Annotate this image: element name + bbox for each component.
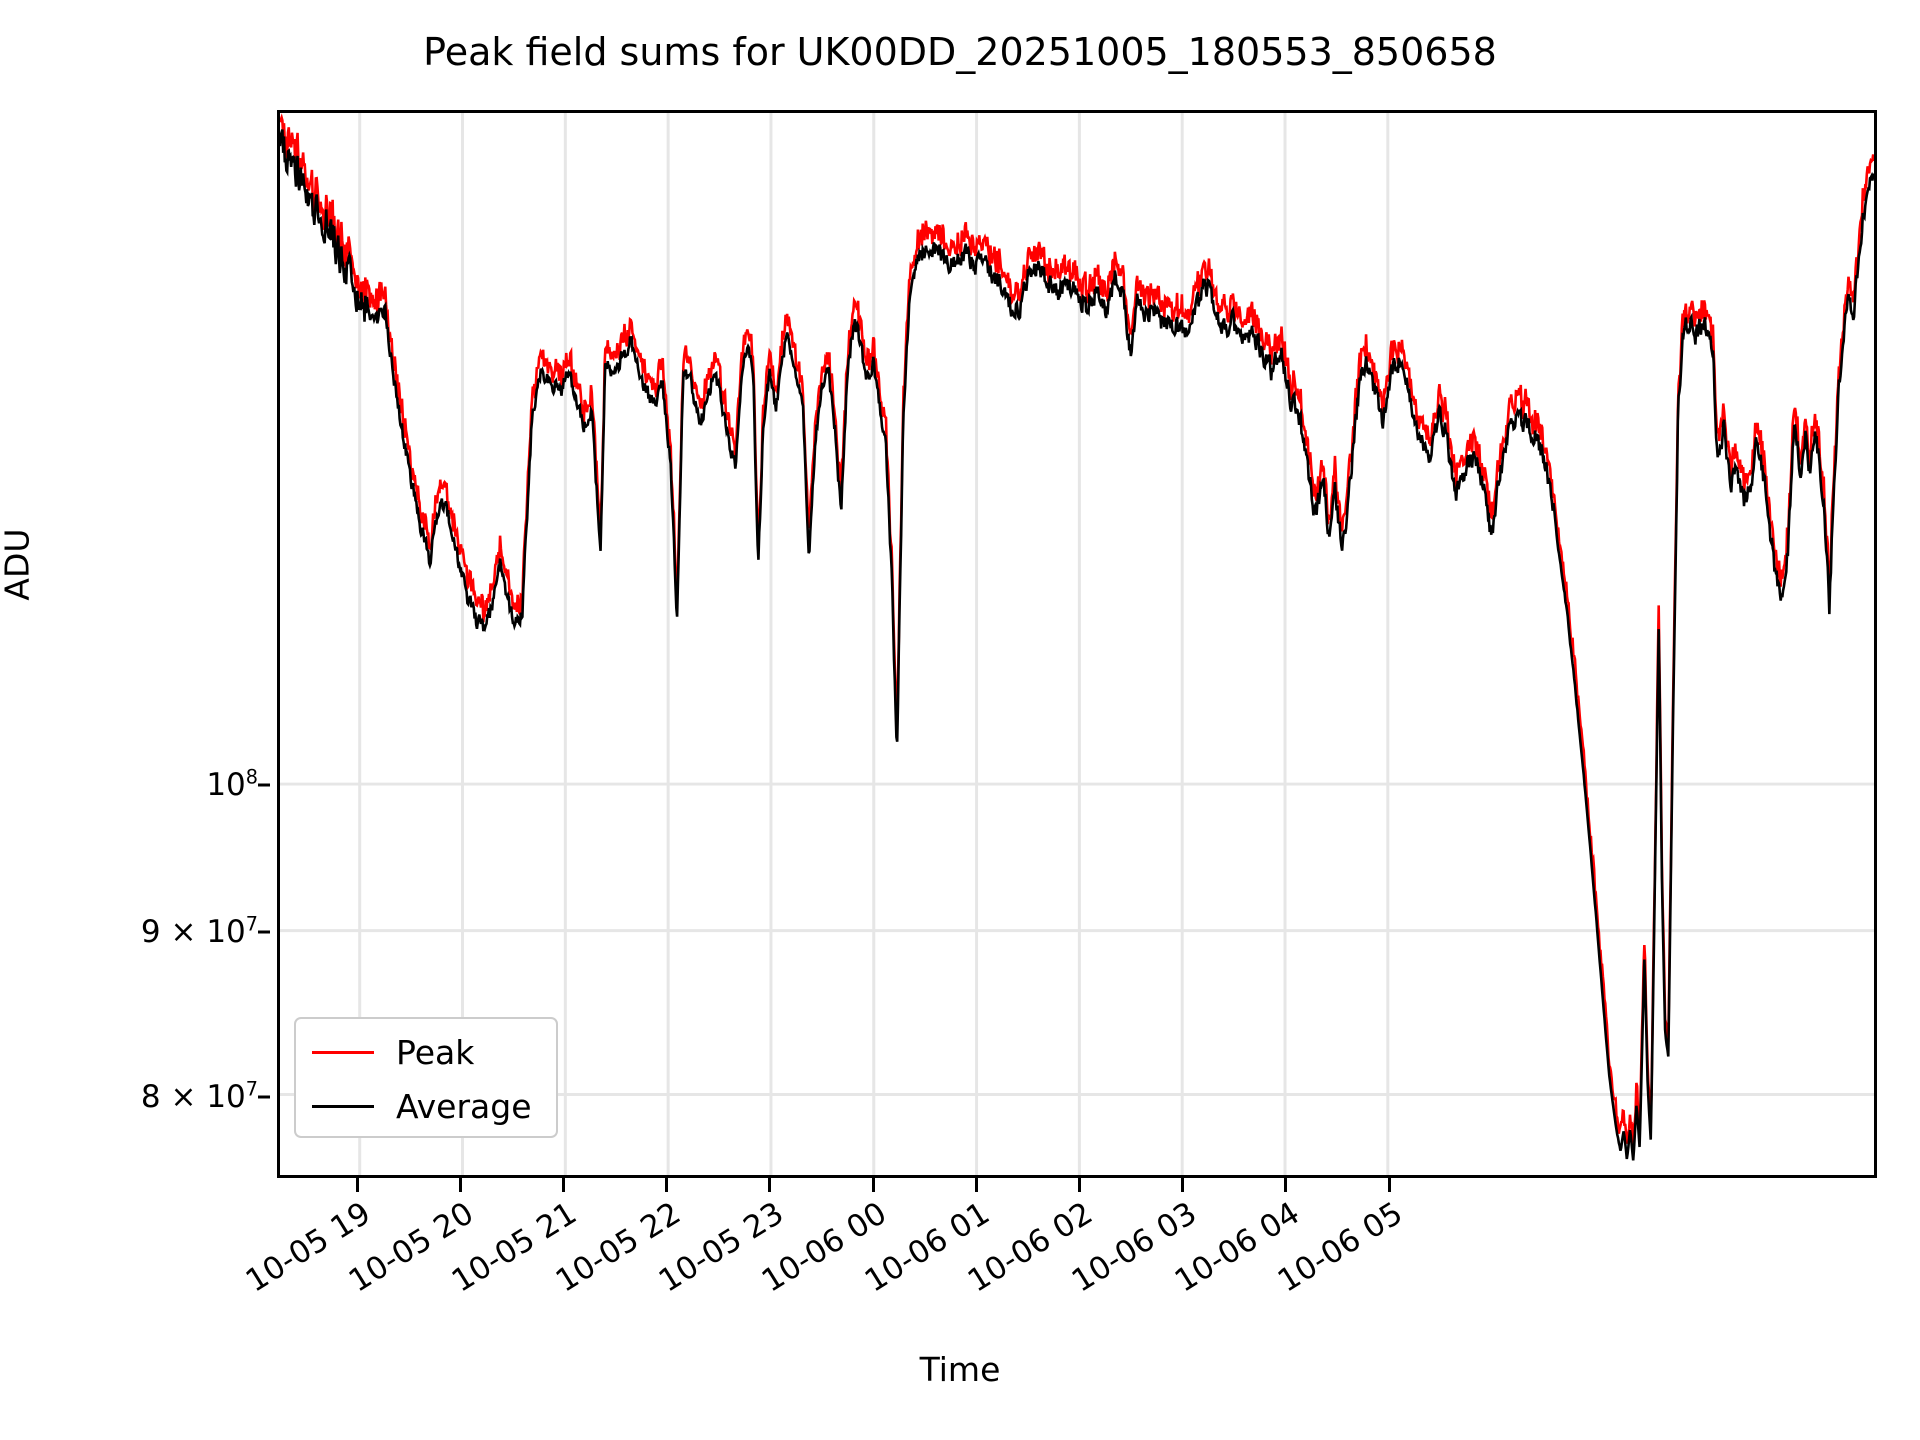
y-axis-tick-labels: 108 9 × 107 8 × 107 [0, 0, 270, 1440]
legend-label-average: Average [396, 1086, 532, 1126]
chart-title: Peak field sums for UK00DD_20251005_1805… [423, 30, 1497, 74]
y-tick-mark [258, 783, 270, 787]
y-tick-label: 108 [206, 765, 258, 803]
x-tick-mark [1077, 1178, 1081, 1192]
plot-svg [280, 113, 1874, 1175]
x-tick-mark [1284, 1178, 1288, 1192]
x-tick-mark [561, 1178, 565, 1192]
plot-area [277, 110, 1877, 1178]
series-line-average [280, 129, 1874, 1161]
x-axis-label: Time [919, 1350, 1001, 1389]
x-tick-mark [1387, 1178, 1391, 1192]
legend-label-peak: Peak [396, 1032, 475, 1072]
chart-legend: Peak Average [294, 1017, 558, 1138]
legend-item-peak: Peak [296, 1027, 560, 1077]
x-tick-mark [768, 1178, 772, 1192]
x-axis-tick-marks [0, 1178, 1920, 1198]
series-line-peak [280, 113, 1874, 1148]
x-tick-mark [974, 1178, 978, 1192]
legend-swatch-peak [312, 1050, 374, 1054]
x-tick-mark [1181, 1178, 1185, 1192]
y-tick-mark [258, 930, 270, 934]
x-tick-mark [871, 1178, 875, 1192]
y-tick-label: 8 × 107 [140, 1077, 258, 1115]
x-tick-mark [665, 1178, 669, 1192]
y-tick-mark [258, 1095, 270, 1099]
x-axis-tick-labels: 10-05 19 10-05 20 10-05 21 10-05 22 10-05 23… [0, 1192, 1920, 1372]
legend-item-average: Average [296, 1081, 560, 1131]
legend-swatch-average [312, 1104, 374, 1108]
y-tick-label: 9 × 107 [140, 912, 258, 951]
x-tick-mark [355, 1178, 359, 1192]
x-tick-mark [458, 1178, 462, 1192]
